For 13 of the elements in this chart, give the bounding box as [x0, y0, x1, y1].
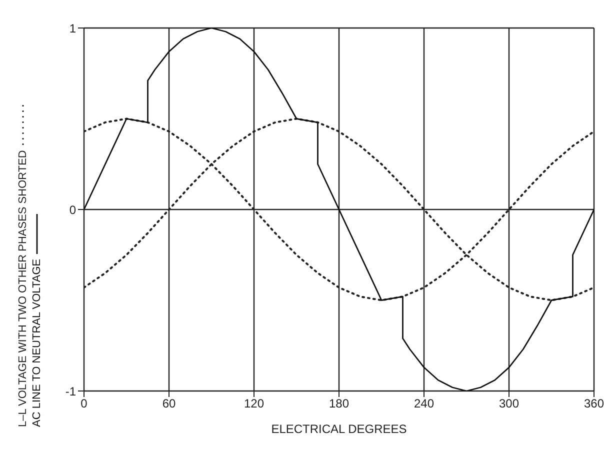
x-tick-label: 360 [584, 396, 604, 411]
x-tick-label: 0 [80, 396, 88, 411]
y-tick-label: -1 [65, 384, 76, 398]
x-tick-label: 180 [328, 396, 350, 411]
text: L–L VOLTAGE WITH TWO OTHER PHASES SHORTED [17, 150, 29, 426]
x-tick-label: 240 [414, 396, 434, 411]
x-tick-label: 60 [162, 396, 176, 411]
x-tick-label: 120 [244, 396, 264, 411]
y-tick-label: 1 [69, 21, 76, 36]
x-axis-title: ELECTRICAL DEGREES [271, 422, 407, 436]
x-tick-label: 300 [498, 396, 520, 411]
text: AC LINE TO NEUTRAL VOLTAGE [31, 258, 43, 426]
y-tick-label: 0 [69, 202, 76, 217]
